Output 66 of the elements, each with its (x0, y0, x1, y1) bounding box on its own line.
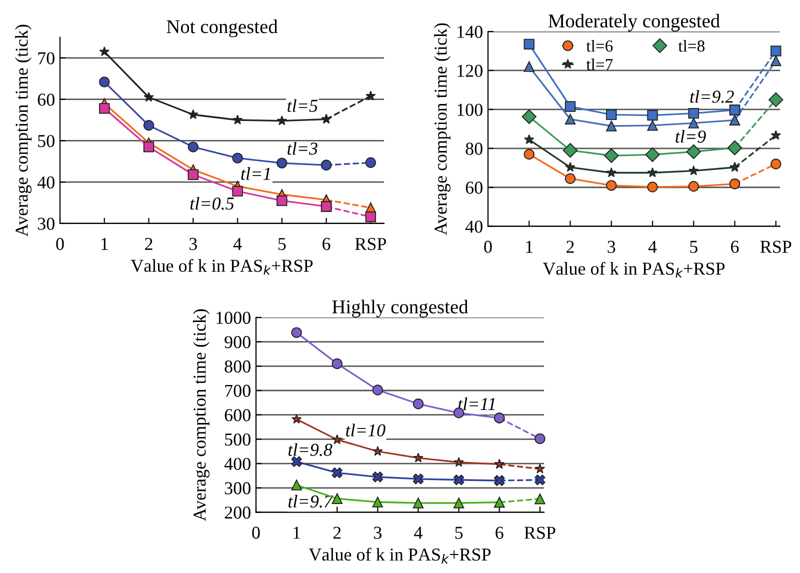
x-tick-label: 4 (648, 240, 657, 253)
y-tick-label: 120 (458, 64, 482, 77)
y-tick-label: 500 (225, 433, 250, 446)
x-tick-label: 1 (294, 526, 300, 539)
y-tick-label: 900 (224, 336, 250, 348)
x-tick-label: 3 (374, 526, 382, 539)
y-tick-label: 140 (458, 26, 482, 38)
x-tick-label: 3 (190, 238, 197, 250)
y-tick-label: 60 (466, 182, 482, 194)
x-tick-label: 6 (322, 238, 330, 250)
x-tick-label: RSP (355, 238, 386, 250)
x-tick-label: RSP (760, 240, 792, 253)
legend-label: tl=7 (586, 58, 613, 70)
y-tick-label: 700 (225, 384, 250, 397)
chart-title: Moderately congested (548, 14, 720, 32)
x-axis-title: Value of k in PAS$_{k}$+RSP (130, 259, 313, 275)
annotation: tl=11 (458, 397, 495, 410)
legend-label: tl=6 (586, 40, 613, 52)
annotation: tl=9 (676, 130, 706, 143)
y-tick-label: 400 (224, 458, 250, 470)
y-axis-title: Average comption time (tick) (15, 24, 32, 237)
y-axis-title: Average comption time (tick) (434, 23, 450, 236)
annotation: tl=5 (288, 99, 318, 112)
annotation: tl=9.8 (288, 443, 332, 456)
x-axis-title: Value of k in PAS$_{k}$+RSP (308, 548, 491, 564)
y-tick-label: 1000 (216, 312, 250, 324)
x-tick-label: 2 (145, 238, 152, 250)
y-tick-label: 100 (458, 104, 482, 116)
y-tick-label: 50 (38, 134, 54, 148)
y-tick-label: 800 (224, 360, 250, 373)
x-tick-label: 2 (566, 240, 574, 253)
y-tick-label: 200 (224, 506, 250, 519)
annotation: tl=10 (346, 424, 386, 436)
chart-title: Not congested (166, 20, 278, 38)
x-tick-label: 3 (608, 240, 616, 253)
x-tick-label: 5 (455, 526, 463, 539)
y-tick-label: 40 (37, 176, 54, 189)
x-tick-label: 2 (333, 526, 341, 539)
annotation: tl=9.7 (288, 494, 334, 508)
x-tick-label: 6 (496, 526, 504, 539)
x-axis-title: Value of k in PAS$_{k}$+RSP (542, 262, 725, 278)
chart-title: Highly congested (332, 300, 468, 318)
x-tick-label: 1 (101, 238, 108, 250)
x-tick-label: 1 (526, 240, 533, 253)
y-tick-label: 40 (465, 220, 482, 233)
y-tick-label: 600 (224, 409, 250, 422)
y-axis-title: Average comption time (tick) (193, 309, 210, 522)
annotation: tl=0.5 (190, 196, 234, 210)
annotation: tl=9.2 (690, 90, 734, 103)
y-tick-label: 30 (38, 218, 54, 230)
x-tick-label: 4 (414, 526, 422, 539)
x-tick-label: 5 (690, 240, 698, 253)
x-tick-label: RSP (524, 526, 556, 539)
y-tick-label: 80 (466, 142, 482, 155)
annotation: tl=1 (241, 167, 270, 180)
x-tick-label: 0 (56, 238, 64, 250)
x-tick-label: 4 (233, 238, 242, 250)
x-tick-label: 6 (731, 240, 739, 253)
y-tick-label: 300 (224, 482, 250, 494)
y-tick-label: 60 (38, 94, 54, 106)
annotation: tl=3 (288, 142, 318, 155)
x-tick-label: 5 (278, 238, 286, 250)
x-tick-label: 0 (484, 240, 492, 253)
y-tick-label: 70 (38, 52, 54, 64)
legend-label: tl=8 (678, 40, 705, 52)
x-tick-label: 0 (252, 526, 260, 539)
